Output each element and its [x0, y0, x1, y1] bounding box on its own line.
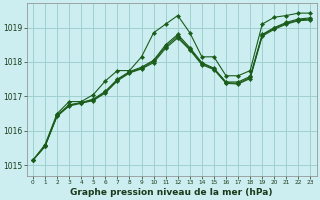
X-axis label: Graphe pression niveau de la mer (hPa): Graphe pression niveau de la mer (hPa) [70, 188, 273, 197]
